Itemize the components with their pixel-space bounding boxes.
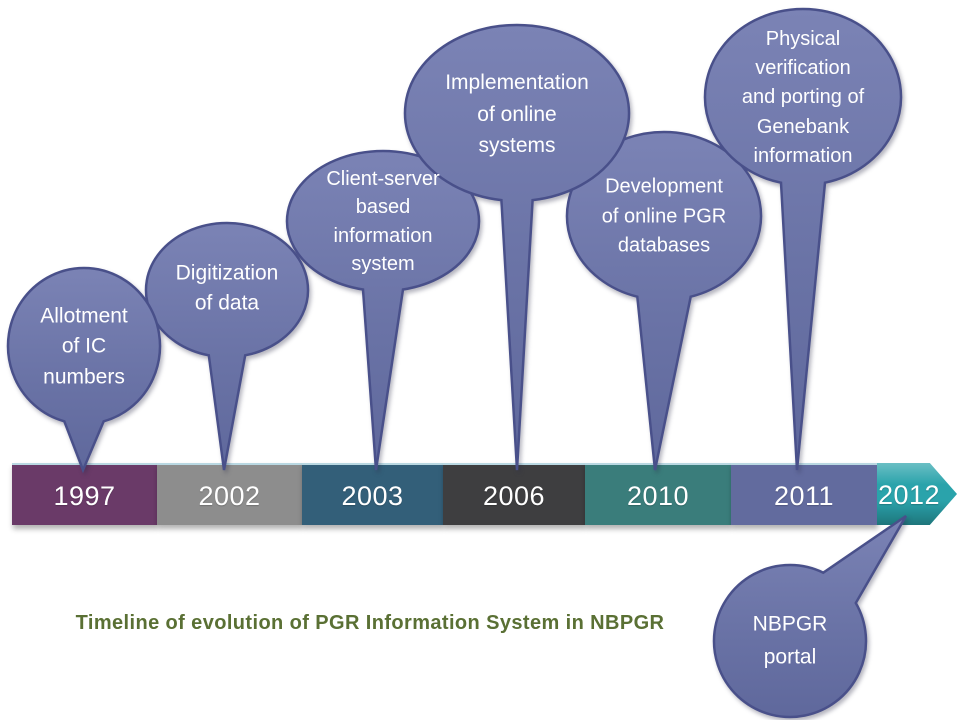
callout-line: of online (477, 102, 557, 126)
callout-line: based (355, 196, 411, 219)
timeline-segment-2006: 2006 (443, 463, 585, 525)
callout-label-nbpgr-portal: NBPGR portal (753, 608, 828, 673)
callout-line: of IC (61, 334, 107, 358)
year-label: 2003 (341, 480, 404, 511)
timeline-segment-2003: 2003 (302, 463, 443, 525)
callout-line: Allotment (40, 304, 128, 328)
callout-label-online-systems: Implementation of online systems (445, 67, 589, 162)
year-label: 2002 (198, 480, 261, 511)
callout-line: Genebank (756, 115, 850, 138)
year-label: 2011 (773, 480, 835, 511)
callout-line: Implementation (445, 70, 589, 94)
slide-caption: Timeline of evolution of PGR Information… (75, 612, 665, 634)
callout-label-client-server: Client-server based information system (326, 165, 439, 279)
callout-line: of online PGR (601, 205, 727, 228)
callout-line: Development (605, 175, 723, 198)
timeline-segment-2011: 2011 (731, 463, 877, 525)
callout-line: information (753, 144, 853, 167)
callout-line: system (351, 253, 415, 276)
callout-line: databases (617, 234, 711, 257)
callout-label-digitization: Digitization of data (176, 259, 279, 320)
callout-line: Client-server (326, 168, 440, 191)
callout-line: systems (478, 133, 556, 157)
timeline-arrow-2012: 2012 (877, 463, 957, 525)
callout-line: verification (755, 57, 851, 80)
year-label: 2010 (626, 480, 690, 511)
callout-label-pgr-databases: Development of online PGR databases (602, 173, 727, 262)
callout-line: Digitization (175, 261, 279, 285)
timeline-segment-1997: 1997 (12, 463, 157, 525)
year-label: 1997 (53, 480, 116, 511)
callout-line: of data (194, 292, 260, 315)
callout-line: and porting of (741, 86, 865, 109)
timeline-segment-2010: 2010 (585, 463, 731, 525)
year-label: 2012 (877, 479, 941, 510)
callout-line: NBPGR (752, 612, 828, 636)
callout-line: numbers (43, 365, 125, 389)
callout-label-genebank: Physical verification and porting of Gen… (742, 25, 864, 171)
year-label: 2006 (482, 480, 546, 511)
callout-line: information (333, 225, 433, 247)
callout-line: Physical (765, 28, 841, 51)
callout-line: portal (763, 645, 817, 668)
timeline-segment-2002: 2002 (157, 463, 302, 525)
callout-label-allotment: Allotment of IC numbers (40, 301, 128, 392)
timeline-bar: 1997 2002 2003 2006 2010 2011 2012 (12, 463, 957, 525)
